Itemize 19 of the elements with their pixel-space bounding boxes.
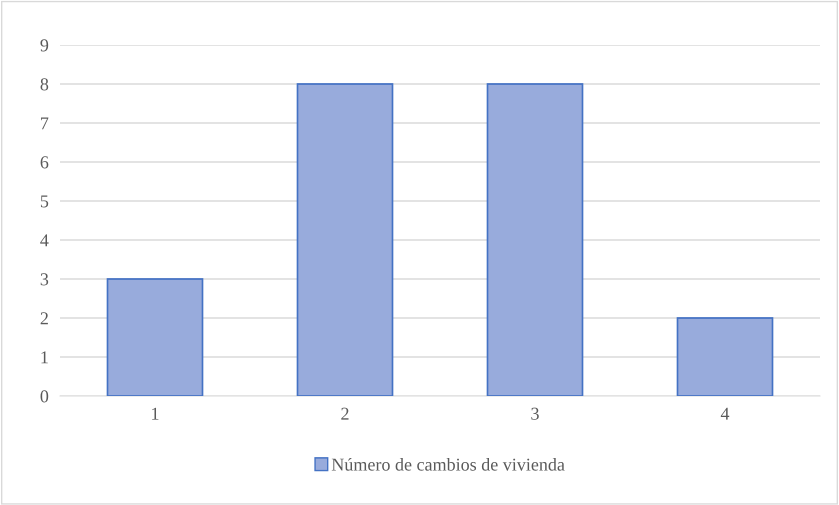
y-tick-label: 1 [41, 351, 48, 364]
y-tick-label: 0 [40, 390, 48, 402]
x-tick-label: 2 [341, 408, 349, 420]
x-tick-label: 3 [531, 408, 539, 420]
bar [676, 317, 774, 396]
y-tick-label: 2 [40, 312, 48, 324]
bar [106, 278, 204, 396]
y-tick-label: 4 [40, 234, 49, 246]
x-tick-label: 1 [152, 408, 158, 420]
y-tick-label: 7 [41, 117, 48, 130]
bar [486, 83, 584, 396]
bar [296, 83, 394, 396]
legend-label: Número de cambios de vivienda [332, 458, 565, 471]
y-tick-label: 3 [40, 273, 48, 286]
x-tick-label: 4 [720, 408, 730, 420]
y-tick-label: 6 [40, 156, 48, 168]
y-tick-label: 5 [40, 195, 48, 208]
y-tick-label: 8 [40, 78, 48, 90]
y-tick-label: 9 [40, 39, 48, 52]
